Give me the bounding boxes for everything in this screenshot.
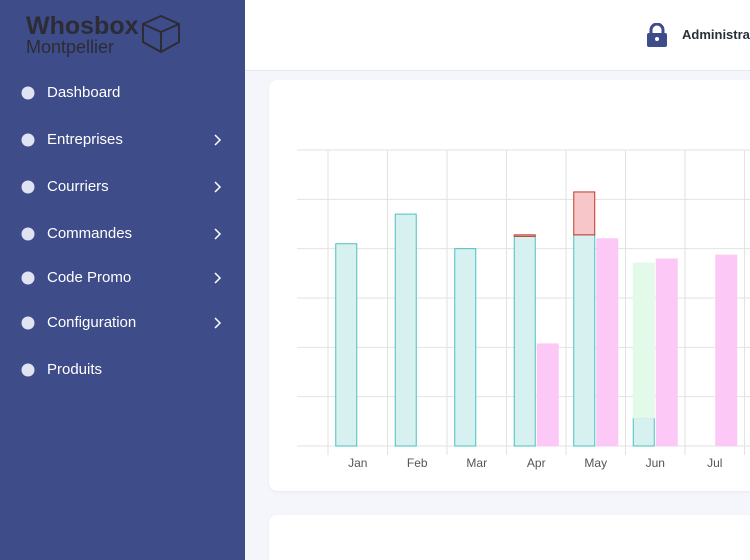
bar xyxy=(454,248,477,447)
menu-item[interactable]: Code Promo xyxy=(0,263,245,293)
menu-item[interactable]: Commandes xyxy=(0,219,245,249)
menu-icon xyxy=(21,86,35,100)
icon-shape xyxy=(21,271,35,285)
chevron xyxy=(214,228,222,240)
x-tick-label: Mar xyxy=(466,456,487,470)
chevron-shape xyxy=(214,228,222,240)
bar xyxy=(394,213,417,447)
bar xyxy=(632,262,655,419)
menu-item[interactable]: Dashboard xyxy=(0,78,245,108)
bar xyxy=(536,343,559,447)
x-tick-label: Apr xyxy=(527,456,546,470)
chevron xyxy=(214,134,222,146)
menu-label: Dashboard xyxy=(47,84,121,101)
chevron-shape xyxy=(214,181,222,193)
bar xyxy=(596,238,619,447)
logo-subtitle: Montpellier xyxy=(26,37,115,57)
menu-icon xyxy=(21,316,35,330)
menu-icon xyxy=(21,227,35,241)
menu-icon xyxy=(21,271,35,285)
menu-icon xyxy=(21,180,35,194)
menu-label: Produits xyxy=(47,361,103,378)
menu-label: Code Promo xyxy=(47,269,132,286)
bar xyxy=(715,254,738,447)
menu-label: Commandes xyxy=(47,225,133,242)
sidebar: Whosbox Montpellier Dashboard Entreprises… xyxy=(0,0,245,560)
bar xyxy=(632,417,655,447)
bar xyxy=(513,234,536,237)
logo-title: Whosbox xyxy=(26,12,139,40)
icon-shape xyxy=(21,133,35,147)
menu-item[interactable]: Entreprises xyxy=(0,125,245,155)
x-tick-label: Jan xyxy=(348,456,367,470)
card xyxy=(269,515,750,560)
chevron xyxy=(214,317,222,329)
icon-shape xyxy=(21,363,35,377)
chevron-shape xyxy=(214,134,222,146)
icon-shape xyxy=(21,180,35,194)
lock-icon xyxy=(647,23,667,47)
bar xyxy=(573,234,596,447)
x-tick-label: Jun xyxy=(646,456,665,470)
x-tick-label: May xyxy=(584,456,607,470)
chevron xyxy=(214,181,222,193)
menu-item[interactable]: Produits xyxy=(0,355,245,385)
bar xyxy=(513,235,536,447)
menu-icon xyxy=(21,133,35,147)
chevron-shape xyxy=(214,272,222,284)
bar xyxy=(655,258,678,447)
menu-label: Configuration xyxy=(47,314,137,331)
chevron-shape xyxy=(214,317,222,329)
bar xyxy=(573,191,596,236)
menu-item[interactable]: Configuration xyxy=(0,308,245,338)
menu-label: Courriers xyxy=(47,178,109,195)
logo-icon xyxy=(142,14,180,54)
menu-item[interactable]: Courriers xyxy=(0,172,245,202)
icon-shape xyxy=(21,316,35,330)
menu-label: Entreprises xyxy=(47,131,123,148)
bar xyxy=(335,243,358,447)
x-tick-label: Feb xyxy=(407,456,428,470)
x-tick-label: Jul xyxy=(707,456,722,470)
menu-icon xyxy=(21,363,35,377)
user-name[interactable]: Administrateur xyxy=(682,27,750,42)
chevron xyxy=(214,272,222,284)
icon-shape xyxy=(21,227,35,241)
icon-shape xyxy=(21,86,35,100)
